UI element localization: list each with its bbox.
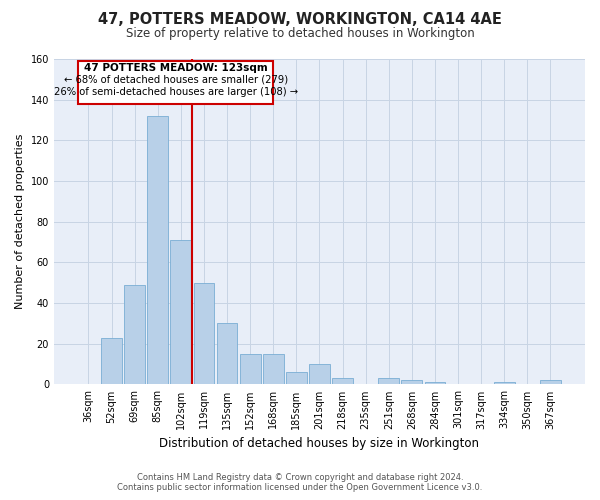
Bar [217,324,238,384]
Text: Contains HM Land Registry data © Crown copyright and database right 2024.
Contai: Contains HM Land Registry data © Crown c… [118,473,482,492]
Bar [170,240,191,384]
Bar [425,382,445,384]
Bar [148,116,168,384]
Bar [101,338,122,384]
Y-axis label: Number of detached properties: Number of detached properties [15,134,25,310]
Text: Size of property relative to detached houses in Workington: Size of property relative to detached ho… [125,28,475,40]
Text: 47, POTTERS MEADOW, WORKINGTON, CA14 4AE: 47, POTTERS MEADOW, WORKINGTON, CA14 4AE [98,12,502,28]
Bar [240,354,260,384]
X-axis label: Distribution of detached houses by size in Workington: Distribution of detached houses by size … [160,437,479,450]
Bar [124,285,145,384]
Bar [194,282,214,384]
FancyBboxPatch shape [78,61,273,104]
Bar [401,380,422,384]
Bar [540,380,561,384]
Bar [379,378,399,384]
Bar [286,372,307,384]
Text: 47 POTTERS MEADOW: 123sqm: 47 POTTERS MEADOW: 123sqm [84,63,268,73]
Bar [309,364,330,384]
Text: 26% of semi-detached houses are larger (108) →: 26% of semi-detached houses are larger (… [53,86,298,97]
Text: ← 68% of detached houses are smaller (279): ← 68% of detached houses are smaller (27… [64,74,288,85]
Bar [332,378,353,384]
Bar [494,382,515,384]
Bar [263,354,284,384]
